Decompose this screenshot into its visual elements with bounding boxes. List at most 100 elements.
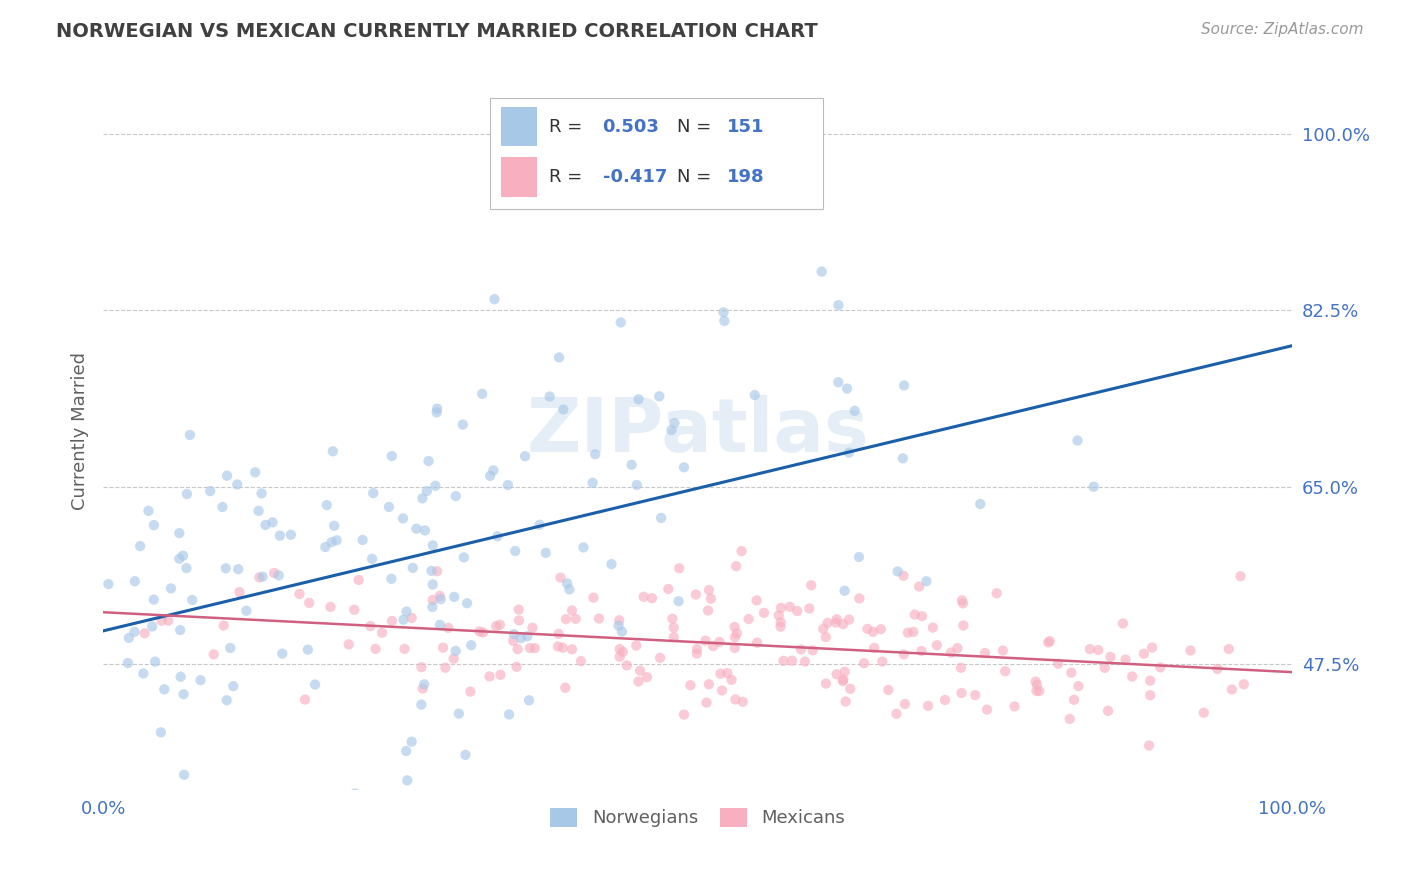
Point [503, 544, 526, 558]
Text: R =: R = [548, 168, 582, 186]
Point [769, 620, 792, 634]
Point [768, 608, 790, 623]
Point [921, 621, 943, 635]
Point [250, 486, 273, 500]
Point [181, 593, 204, 607]
Point [510, 631, 533, 645]
Point [848, 549, 870, 564]
Point [169, 551, 191, 566]
Point [697, 677, 720, 691]
Point [620, 458, 643, 472]
Point [422, 593, 444, 607]
Point [437, 621, 460, 635]
Point [523, 641, 546, 656]
Point [1218, 642, 1240, 657]
Point [124, 574, 146, 589]
Point [215, 468, 238, 483]
Point [1149, 660, 1171, 674]
Point [710, 683, 733, 698]
Point [641, 591, 664, 606]
Point [891, 451, 914, 466]
Point [288, 587, 311, 601]
Point [486, 529, 509, 543]
Point [280, 528, 302, 542]
Point [547, 627, 569, 641]
Point [252, 570, 274, 584]
Point [1139, 673, 1161, 688]
Text: 0.503: 0.503 [603, 118, 659, 136]
Point [636, 670, 658, 684]
Point [364, 641, 387, 656]
Point [825, 667, 848, 681]
Point [508, 614, 530, 628]
Point [198, 484, 221, 499]
Point [627, 674, 650, 689]
Point [872, 655, 894, 669]
Point [600, 557, 623, 571]
Text: 151: 151 [727, 118, 765, 136]
Point [695, 633, 717, 648]
Point [141, 619, 163, 633]
Point [444, 489, 467, 503]
Point [173, 687, 195, 701]
Text: N =: N = [678, 168, 711, 186]
Text: R =: R = [548, 118, 582, 136]
Point [915, 574, 938, 589]
Point [745, 593, 768, 607]
Point [294, 692, 316, 706]
Point [456, 596, 478, 610]
Point [834, 583, 856, 598]
Point [582, 591, 605, 605]
Point [648, 389, 671, 403]
Point [720, 673, 742, 687]
Point [418, 454, 440, 468]
Point [827, 376, 849, 390]
Point [444, 644, 467, 658]
Point [827, 298, 849, 312]
Point [202, 648, 225, 662]
Point [505, 660, 527, 674]
Point [939, 646, 962, 660]
Point [429, 589, 451, 603]
Point [132, 666, 155, 681]
Point [489, 617, 512, 632]
Point [668, 594, 690, 608]
Point [496, 478, 519, 492]
Point [810, 264, 832, 278]
Point [395, 744, 418, 758]
Point [432, 640, 454, 655]
Point [434, 660, 457, 674]
Point [247, 504, 270, 518]
Point [1099, 649, 1122, 664]
Point [1220, 682, 1243, 697]
Point [498, 707, 520, 722]
Point [411, 660, 433, 674]
Point [1047, 657, 1070, 671]
Point [886, 706, 908, 721]
Point [616, 658, 638, 673]
Point [994, 665, 1017, 679]
Point [298, 596, 321, 610]
Point [745, 636, 768, 650]
Point [1206, 662, 1229, 676]
Point [548, 351, 571, 365]
Point [460, 638, 482, 652]
Point [412, 681, 434, 696]
Point [769, 615, 792, 630]
Point [862, 624, 884, 639]
Point [686, 647, 709, 661]
Point [610, 316, 633, 330]
Point [1038, 635, 1060, 649]
Point [401, 734, 423, 748]
Point [468, 624, 491, 639]
Point [1039, 634, 1062, 648]
Point [633, 590, 655, 604]
Point [371, 625, 394, 640]
Point [453, 550, 475, 565]
Point [361, 552, 384, 566]
Point [716, 666, 738, 681]
Point [626, 478, 648, 492]
Point [794, 655, 817, 669]
Point [835, 382, 858, 396]
Point [226, 477, 249, 491]
